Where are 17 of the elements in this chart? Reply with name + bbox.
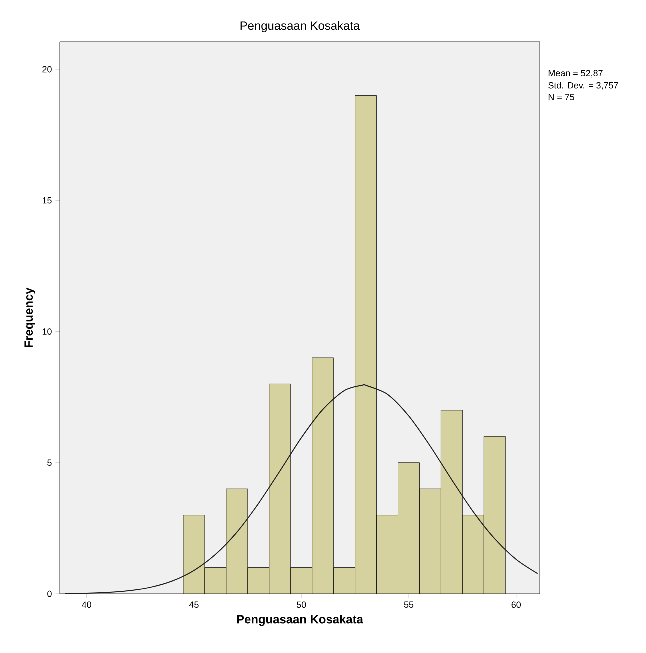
y-tick-label: 20: [42, 66, 52, 73]
text: Std. Dev. = 3,757: [548, 82, 618, 90]
line-series: [64, 384, 538, 594]
x-tick-label: 50: [296, 602, 306, 608]
x-tick-label: 60: [512, 602, 522, 608]
y-tick-label: 5: [48, 460, 52, 466]
x-tick-label: 55: [404, 602, 414, 608]
y-tick-label: 15: [42, 198, 52, 204]
x-tick-label: 40: [82, 602, 92, 608]
y-axis-title: Frequency: [24, 288, 36, 348]
x-axis-title: Penguasaan Kosakata: [237, 614, 364, 626]
y-tick-label: 10: [42, 328, 52, 335]
text: N = 75: [548, 94, 574, 100]
text: Mean = 52,87: [548, 70, 603, 78]
x-tick-label: 45: [189, 602, 199, 608]
chart-title: Penguasaan Kosakata: [240, 21, 360, 32]
y-tick-label: 0: [48, 590, 52, 598]
